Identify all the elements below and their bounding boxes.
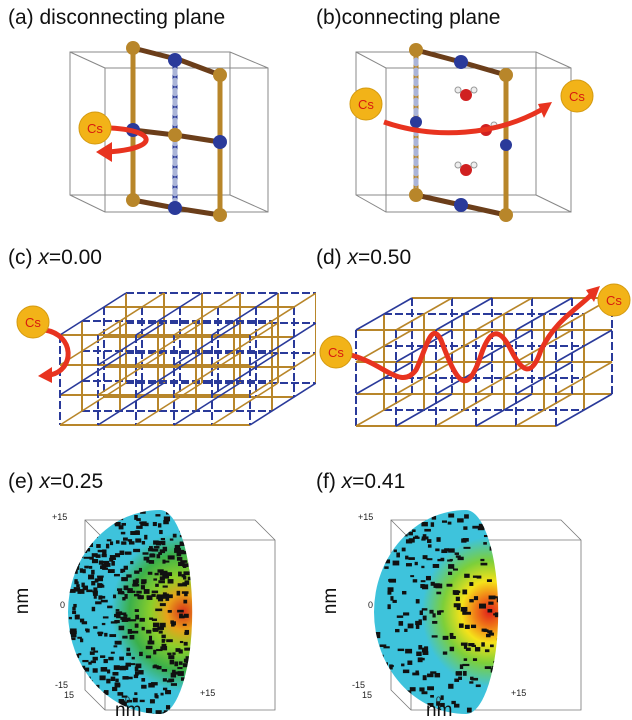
panel-a-label: (a) disconnecting plane (8, 6, 226, 29)
panel-f-label: (f) x=0.41 (316, 470, 406, 493)
panel-f-ytick-bot: -15 (352, 680, 366, 690)
panel-e-xtick-right: +15 (200, 688, 216, 698)
panel-f-ylabel: nm (320, 587, 342, 615)
panel-e-xtick-mid: 0 (125, 695, 131, 705)
panel-c-cs: Cs (25, 315, 41, 330)
panel-b-diagram: Cs Cs (349, 43, 594, 222)
panel-b-cs-left: Cs (358, 97, 374, 112)
panel-e: (e) x=0.25 +15 0 -15 15 0 +15 nm nm (0, 462, 316, 720)
panel-c-overlay: Cs (16, 305, 71, 383)
panel-d-cs-left: Cs (328, 345, 344, 360)
panel-c-label: (c) x=0.00 (8, 246, 102, 269)
panel-d-overlay: Cs Cs (319, 283, 631, 383)
panel-d: (d) x=0.50 Cs Cs (316, 240, 632, 455)
panel-a: (a) disconnecting plane (0, 0, 316, 230)
panel-f-ytick-top: +15 (358, 512, 374, 522)
panel-e-ytick-mid: 0 (60, 600, 66, 610)
panel-e-label: (e) x=0.25 (8, 470, 104, 493)
panel-e-ytick-top: +15 (52, 512, 68, 522)
panel-b-label: (b)connecting plane (316, 6, 501, 29)
panel-b-cs-right: Cs (569, 89, 585, 104)
panel-c-lattice (59, 292, 316, 426)
panel-e-xtick-left: 15 (64, 690, 75, 700)
panel-c: (c) x=0.00 Cs (0, 240, 316, 455)
panel-e-ytick-bot: -15 (55, 680, 69, 690)
panel-b: (b)connecting plane (316, 0, 632, 230)
panel-f-xtick-right: +15 (511, 688, 527, 698)
panel-f-ytick-mid: 0 (368, 600, 374, 610)
panel-f-xtick-mid: 0 (436, 695, 442, 705)
panel-e-distribution (68, 510, 276, 714)
panel-f-xlabel: nm (426, 700, 453, 720)
panel-a-diagram: Cs (69, 41, 269, 222)
panel-f-distribution (374, 510, 582, 714)
panel-d-lattice (355, 297, 613, 427)
panel-d-label: (d) x=0.50 (316, 246, 412, 269)
panel-e-xlabel: nm (115, 700, 142, 720)
panel-e-ylabel: nm (12, 587, 34, 615)
panel-f: (f) x=0.41 +15 0 -15 15 0 +15 nm nm (316, 462, 632, 720)
panel-a-cs: Cs (87, 121, 103, 136)
panel-d-cs-right: Cs (606, 293, 622, 308)
panel-f-xtick-left: 15 (362, 690, 373, 700)
